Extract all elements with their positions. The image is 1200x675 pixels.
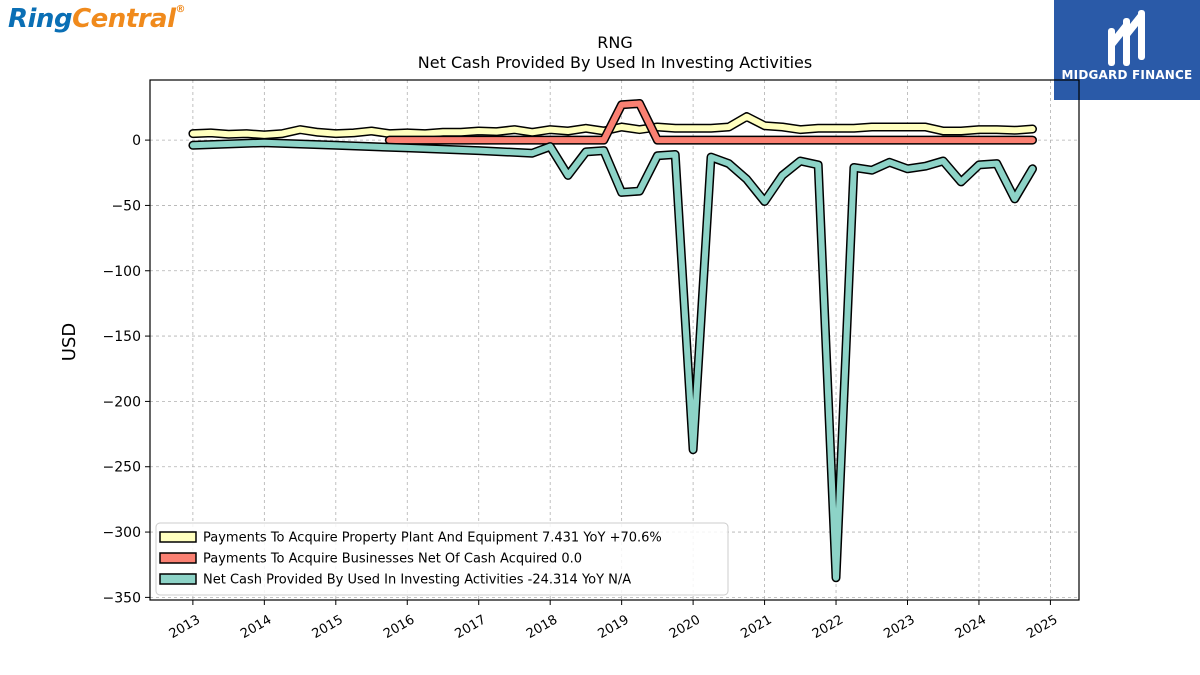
legend-label: Net Cash Provided By Used In Investing A… — [203, 573, 631, 588]
y-tick-label: −250 — [103, 460, 141, 476]
midgard-brand-text: MIDGARD FINANCE — [1061, 68, 1193, 82]
midgard-finance-logo: MIDGARD FINANCE — [1054, 0, 1200, 100]
plot-frame — [149, 79, 1080, 601]
y-tick-label: −50 — [111, 198, 141, 214]
x-tick-label: 2013 — [167, 612, 203, 642]
x-tick-label: 2014 — [238, 612, 274, 642]
legend-swatch — [159, 531, 197, 543]
legend-swatch — [159, 552, 197, 564]
x-tick-label: 2015 — [310, 612, 346, 642]
series-outline — [188, 138, 1037, 583]
legend-box — [155, 522, 729, 596]
x-tick-label: 2022 — [810, 612, 846, 642]
x-tick-label: 2016 — [381, 612, 417, 642]
legend-item: Payments To Acquire Businesses Net Of Ca… — [159, 552, 582, 567]
legend-label: Payments To Acquire Property Plant And E… — [203, 531, 662, 546]
x-tick-label: 2018 — [524, 612, 560, 642]
legend-item: Payments To Acquire Property Plant And E… — [159, 531, 662, 546]
y-tick-label: −200 — [103, 394, 141, 410]
y-tick-label: 0 — [132, 133, 141, 149]
y-axis: 0 −50 −100 −150 −200 −250 −300 −350 — [103, 133, 150, 606]
legend-swatch — [159, 573, 197, 585]
x-axis: 2013 2014 2015 2016 2017 2018 2019 2020 2021 2022… — [167, 600, 1060, 642]
midgard-mark-icon — [1108, 10, 1145, 66]
chart-title: RNG — [597, 33, 632, 52]
ringcentral-logo: RingCentral® — [8, 4, 185, 34]
series-stroke — [189, 139, 1036, 581]
legend-item: Net Cash Provided By Used In Investing A… — [159, 573, 631, 588]
series-line-2 — [384, 99, 1037, 145]
x-tick-label: 2021 — [738, 612, 774, 642]
y-tick-label: −350 — [103, 590, 141, 606]
y-tick-label: −100 — [103, 264, 141, 280]
y-tick-label: −150 — [103, 329, 141, 345]
grid-lines — [150, 80, 1079, 600]
chart-subtitle: Net Cash Provided By Used In Investing A… — [418, 53, 812, 72]
legend: Payments To Acquire Property Plant And E… — [155, 522, 729, 596]
x-tick-label: 2025 — [1024, 612, 1060, 642]
series-stroke — [386, 100, 1036, 144]
series-line-3 — [188, 138, 1037, 583]
legend-label: Payments To Acquire Businesses Net Of Ca… — [203, 552, 582, 567]
series-layer — [188, 99, 1037, 583]
x-tick-label: 2024 — [953, 612, 989, 642]
x-tick-label: 2020 — [667, 612, 703, 642]
y-axis-label: USD — [59, 323, 80, 361]
x-tick-label: 2017 — [453, 612, 489, 642]
x-tick-label: 2019 — [595, 612, 631, 642]
x-tick-label: 2023 — [881, 612, 917, 642]
y-tick-label: −300 — [103, 525, 141, 541]
